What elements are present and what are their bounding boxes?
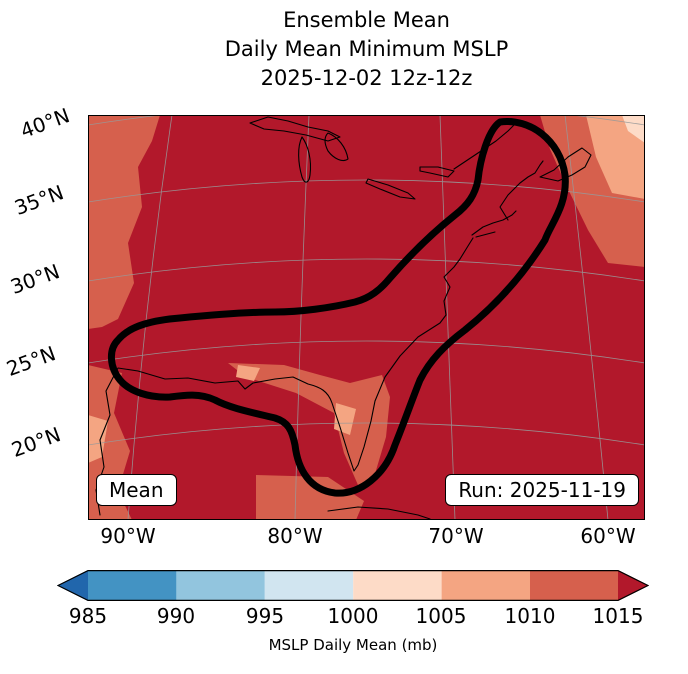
map-canvas [88,115,645,520]
colorbar-tick-1005: 1005 [415,604,467,628]
colorbar-segment [264,570,354,601]
colorbar-right-arrow [618,570,649,601]
lat-label-25n: 25°N [3,341,59,381]
map-frame [88,115,645,520]
colorbar-left-arrow [57,570,88,601]
colorbar-segment [530,570,618,601]
lon-label-90w: 90°W [100,524,156,548]
colorbar-tick-1015: 1015 [592,604,644,628]
title-line-3: 2025-12-02 12z-12z [260,66,473,90]
title-line-2: Daily Mean Minimum MSLP [224,37,509,61]
colorbar-outline [56,570,650,601]
colorbar-label: MSLP Daily Mean (mb) [268,636,438,654]
colorbar-tick-990: 990 [156,604,196,628]
colorbar-tick-995: 995 [245,604,285,628]
coastlines [95,116,592,520]
map-panel: Mean Run: 2025-11-19 [88,115,645,520]
colorbar-canvas [56,570,650,601]
colorbar-tick-1010: 1010 [504,604,556,628]
lon-label-60w: 60°W [580,524,636,548]
lon-label-70w: 70°W [428,524,484,548]
colorbar-tick-1000: 1000 [327,604,379,628]
lat-label-20n: 20°N [8,422,64,462]
colorbar-segment [88,570,177,601]
colorbar [56,570,650,601]
lat-label-40n: 40°N [17,103,73,143]
figure-title: Ensemble Mean Daily Mean Minimum MSLP 20… [88,6,645,93]
colorbar-segment [441,570,530,601]
lon-label-80w: 80°W [267,524,323,548]
lat-label-30n: 30°N [7,259,63,299]
colorbar-segment [176,570,265,601]
lat-label-35n: 35°N [11,180,67,220]
run-date-annotation-box: Run: 2025-11-19 [445,474,639,506]
graticule [88,115,645,520]
colorbar-tick-985: 985 [68,604,108,628]
mean-annotation-box: Mean [96,474,177,506]
colorbar-segment [353,570,442,601]
mslp-contour [108,118,569,497]
title-line-1: Ensemble Mean [283,8,450,32]
